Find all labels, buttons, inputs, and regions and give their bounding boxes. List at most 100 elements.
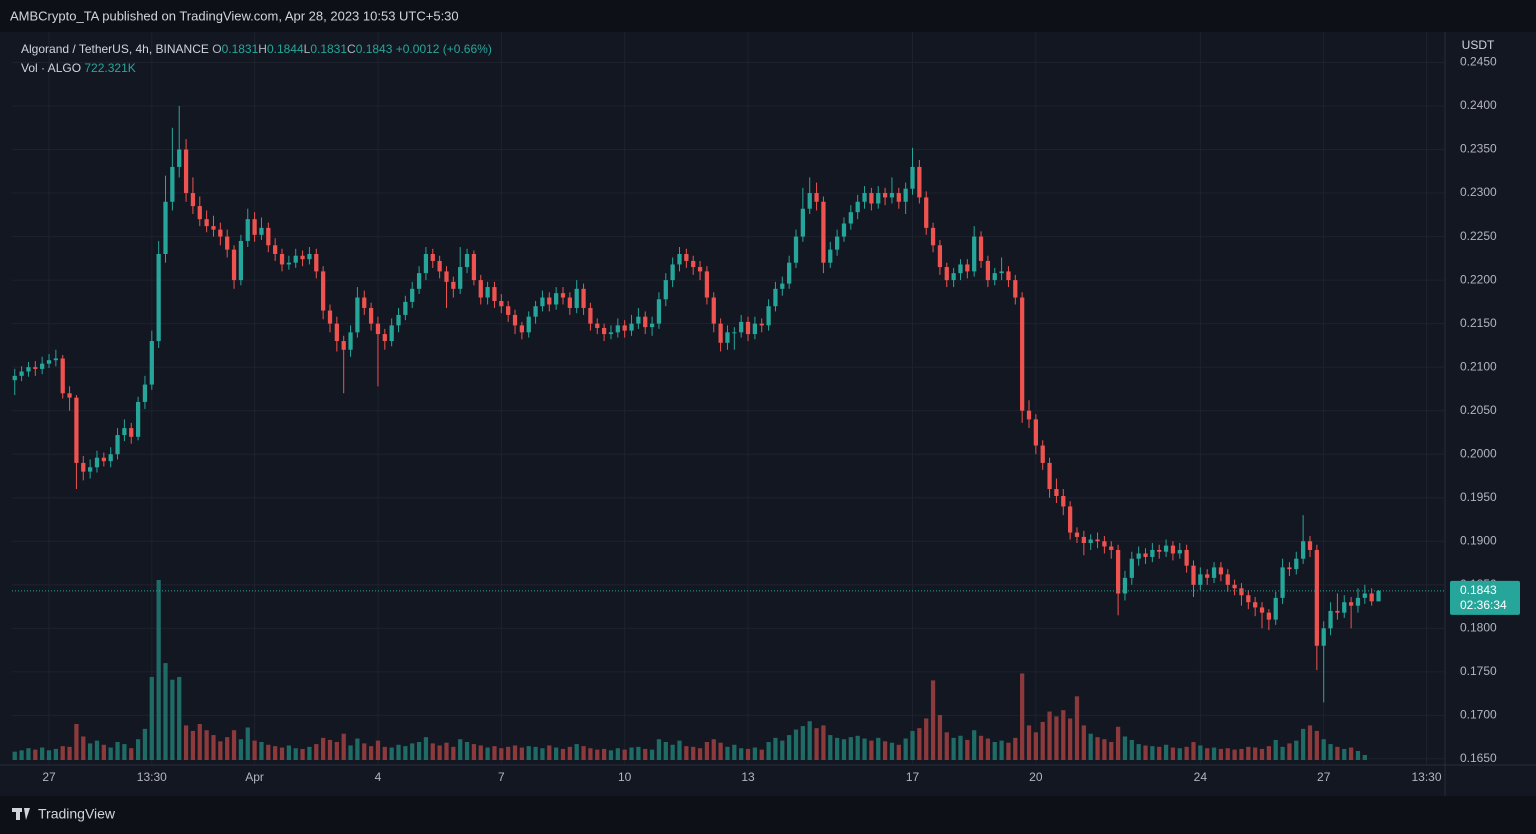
volume-bar [368, 746, 374, 760]
axes: 0.16500.17000.17500.18000.18500.19000.19… [42, 55, 1520, 784]
volume-bar [348, 745, 353, 760]
candle-body [554, 293, 559, 305]
volume-bar [533, 746, 538, 760]
volume-bar [773, 737, 778, 760]
volume-bar [512, 745, 518, 760]
volume-bar [444, 742, 449, 760]
volume-bar [677, 740, 682, 760]
candle-body [1061, 496, 1066, 507]
volume-bar [485, 747, 490, 760]
candle-body [1314, 549, 1319, 646]
candle-body [327, 310, 333, 324]
candle-body [1376, 590, 1381, 602]
volume-bar [1088, 733, 1093, 760]
candle-body [718, 323, 723, 343]
volume-bar [807, 721, 812, 760]
volume-bar [12, 751, 17, 760]
candle-body [279, 253, 285, 265]
candle-body [622, 325, 627, 331]
candle-body [615, 325, 620, 333]
candle-body [53, 358, 58, 361]
volume-bar [170, 679, 175, 760]
candle-body [567, 297, 572, 308]
candle-body [1068, 506, 1073, 533]
volume-bar [478, 745, 483, 760]
candle-body [211, 226, 216, 230]
candle-body [506, 306, 511, 315]
volume-bar [197, 724, 202, 760]
volume-bar [1033, 732, 1038, 760]
volume-bar [307, 746, 312, 760]
candle-body [1280, 567, 1285, 598]
candle-body [293, 255, 298, 263]
volume-row: Vol · ALGO 722.321K [21, 61, 136, 75]
candle-body [629, 323, 634, 331]
candle-body [252, 219, 257, 235]
volume-bar [903, 738, 908, 760]
candle-body [807, 193, 812, 209]
candle-body [1109, 546, 1114, 550]
candle-body [238, 240, 244, 281]
candle-body [512, 314, 518, 326]
candle-body [1342, 602, 1347, 613]
volume-bar [766, 742, 771, 760]
volume-bar [499, 748, 504, 760]
volume-bar [1211, 747, 1217, 760]
candle-body [519, 325, 525, 333]
volume-bar [375, 740, 381, 760]
candle-body [1232, 584, 1237, 589]
volume-bar [321, 737, 326, 760]
volume-bar [177, 676, 182, 760]
volume-bar [944, 732, 949, 760]
candle-body [1150, 549, 1155, 557]
candle-body [841, 223, 847, 237]
volume-bar [1081, 725, 1086, 760]
candle-body [944, 267, 949, 281]
volume-bar [643, 748, 648, 760]
legend-row: Algorand / TetherUS, 4h, BINANCE O0.1831… [21, 42, 492, 56]
volume-bar [1177, 748, 1182, 760]
volume-bar [183, 725, 189, 760]
volume-bar [882, 741, 888, 760]
volume-bar [1335, 746, 1340, 760]
volume-bar [821, 725, 826, 760]
candle-body [40, 363, 45, 369]
volume-bar [1068, 718, 1073, 760]
candle-body [608, 332, 614, 335]
candle-body [978, 236, 984, 261]
volume-bar [396, 744, 401, 760]
volume-bar [1246, 746, 1251, 760]
candle-body [787, 262, 792, 284]
candle-body [231, 249, 237, 281]
volume-bar [834, 737, 840, 760]
volume-bar [684, 746, 689, 760]
volume-bar [163, 663, 168, 760]
candle-body [1129, 558, 1134, 578]
volume-bar [252, 740, 257, 760]
candle-body [1362, 593, 1367, 598]
candle-body [1301, 541, 1306, 559]
volume-bar [718, 742, 723, 760]
volume-bar [231, 730, 237, 760]
volume-bar [574, 744, 579, 760]
y-tick-label: 0.2450 [1460, 55, 1497, 69]
volume-bar [1321, 739, 1326, 760]
candle-body [1184, 549, 1189, 566]
candle-body [526, 316, 531, 333]
candle-body [190, 193, 196, 207]
volume-bar [211, 735, 216, 760]
volume-bar [341, 733, 346, 760]
volume-bar [759, 749, 764, 760]
volume-bar [924, 718, 929, 760]
volume-bar [1198, 745, 1203, 760]
candle-body [1253, 602, 1258, 608]
candle-body [649, 323, 655, 328]
volume-bar [108, 747, 113, 760]
volume-bar [238, 739, 244, 760]
candle-body [780, 283, 785, 289]
candle-body [286, 262, 291, 265]
volume-bar [1348, 747, 1354, 760]
x-tick-label: 13:30 [137, 770, 167, 784]
volume-bar [1143, 745, 1148, 760]
candle-body [1307, 541, 1313, 550]
